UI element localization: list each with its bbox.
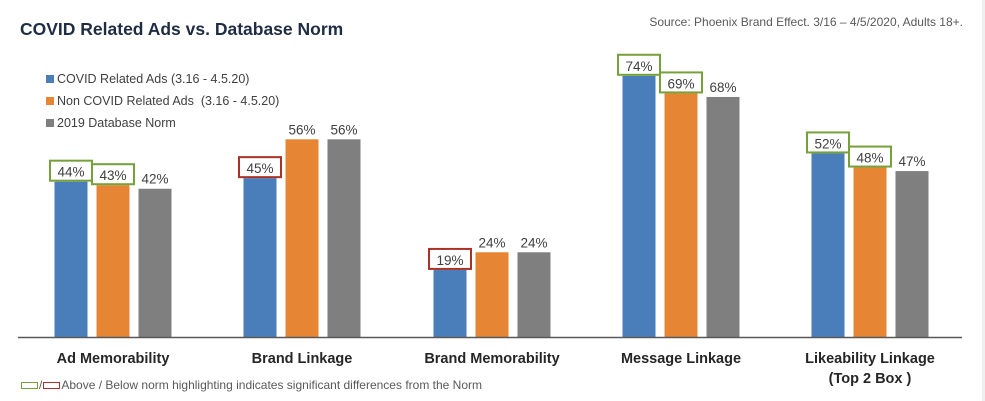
highlight-box-above [848, 145, 892, 168]
data-label: 42% [141, 172, 168, 187]
category-label: Likeability Linkage [805, 351, 935, 367]
data-label: 68% [709, 80, 736, 95]
bar [895, 171, 929, 337]
legend-item-norm: 2019 Database Norm [46, 112, 279, 134]
bar [811, 153, 845, 337]
data-label: 56% [288, 122, 315, 137]
bar [54, 181, 88, 337]
highlight-box-below [238, 156, 282, 179]
legend-swatch-covid [46, 75, 54, 83]
below-norm-box-icon [43, 381, 61, 389]
data-label: 74% [625, 59, 652, 74]
highlight-box-above [806, 131, 850, 154]
bar [285, 139, 319, 337]
data-label: 44% [57, 165, 84, 180]
legend-swatch-norm [46, 119, 54, 127]
data-label: 24% [520, 235, 547, 250]
highlight-box-above [617, 53, 661, 76]
legend-label-norm: 2019 Database Norm [57, 116, 176, 130]
highlight-box-above [91, 163, 135, 186]
category-label: Message Linkage [621, 351, 741, 367]
footnote-slash: / [39, 378, 43, 392]
above-norm-box-icon [21, 381, 38, 389]
legend-label-non-covid: Non COVID Related Ads (3.16 - 4.5.20) [57, 94, 280, 108]
legend-item-covid: COVID Related Ads (3.16 - 4.5.20) [46, 68, 279, 90]
data-label: 52% [814, 136, 841, 151]
category-label: Brand Memorability [424, 351, 559, 367]
footnote: / Above / Below norm highlighting indica… [21, 378, 482, 392]
legend-swatch-non-covid [46, 97, 54, 105]
highlight-box-below [428, 247, 472, 270]
legend: COVID Related Ads (3.16 - 4.5.20) Non CO… [46, 68, 279, 134]
data-label: 48% [856, 151, 883, 166]
source-note: Source: Phoenix Brand Effect. 3/16 – 4/5… [649, 15, 963, 29]
footnote-text: Above / Below norm highlighting indicate… [61, 378, 482, 392]
bar [853, 167, 887, 337]
bar [664, 93, 698, 338]
data-label: 43% [99, 168, 126, 183]
data-label: 56% [330, 122, 357, 137]
data-label: 69% [667, 76, 694, 91]
category-label: Brand Linkage [252, 351, 353, 367]
bar [96, 185, 130, 337]
legend-label-covid: COVID Related Ads (3.16 - 4.5.20) [57, 72, 250, 86]
data-label: 47% [898, 154, 925, 169]
bar [622, 75, 656, 337]
highlight-box-above [659, 71, 703, 94]
bar [517, 252, 551, 337]
chart-title: COVID Related Ads vs. Database Norm [20, 19, 344, 39]
bar [475, 252, 509, 337]
category-label: (Top 2 Box ) [829, 371, 912, 387]
bar [433, 269, 467, 337]
window-edge [982, 0, 985, 401]
bar [138, 188, 172, 337]
data-label: 45% [246, 161, 273, 176]
data-label: 19% [436, 253, 463, 268]
data-label: 24% [478, 235, 505, 250]
bar [327, 139, 361, 337]
bar [243, 178, 277, 337]
category-label: Ad Memorability [57, 351, 170, 367]
legend-item-non-covid: Non COVID Related Ads (3.16 - 4.5.20) [46, 90, 279, 112]
bar [706, 96, 740, 338]
